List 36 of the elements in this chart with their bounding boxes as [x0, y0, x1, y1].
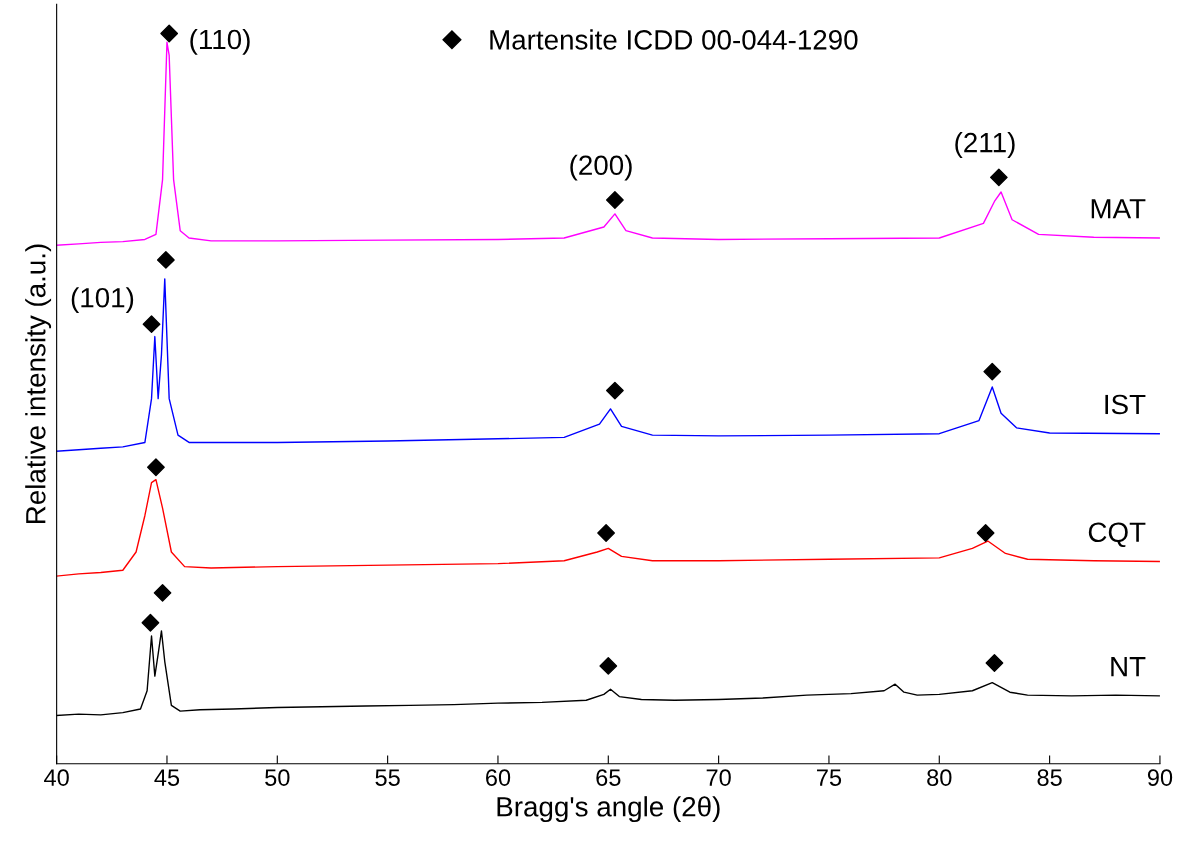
- point: [141, 613, 160, 632]
- annotation: (101): [71, 287, 134, 314]
- x-tick-label: 85: [1037, 769, 1062, 786]
- point: [605, 381, 624, 400]
- x-tick-label: 65: [596, 769, 621, 786]
- series-label: MAT: [1091, 199, 1146, 219]
- x-tick-label: 90: [1147, 769, 1173, 786]
- point: [599, 656, 618, 675]
- x-tick-label: 70: [706, 769, 731, 786]
- x-tick-label: 60: [486, 769, 511, 786]
- point: [160, 24, 179, 43]
- point: [983, 362, 1002, 381]
- legend-label: Martensite ICDD 00-044-1290: [490, 29, 858, 50]
- series-label: CQT: [1088, 522, 1146, 548]
- y-axis-title: Relative intensity (a.u.): [25, 244, 52, 524]
- annotation: (110): [190, 28, 250, 55]
- x-tick-label: 45: [154, 769, 180, 786]
- point: [976, 524, 995, 542]
- series-label: NT: [1111, 657, 1146, 677]
- x-tick-label: 75: [817, 769, 842, 786]
- x-tick-label: 55: [375, 769, 400, 786]
- point: [142, 315, 161, 334]
- point: [989, 168, 1008, 187]
- point: [985, 654, 1004, 672]
- annotation: (211): [955, 132, 1015, 158]
- point: [153, 583, 172, 602]
- x-axis-title: Bragg's angle (2θ): [497, 796, 720, 823]
- series-label: IST: [1105, 394, 1146, 415]
- annotation: (200): [570, 154, 632, 181]
- x-tick-label: 50: [265, 769, 290, 786]
- point: [605, 191, 624, 209]
- x-tick-label: 40: [44, 769, 69, 786]
- point: [156, 250, 175, 269]
- point: [597, 524, 615, 542]
- point: [147, 458, 165, 477]
- x-tick-label: 80: [927, 769, 952, 786]
